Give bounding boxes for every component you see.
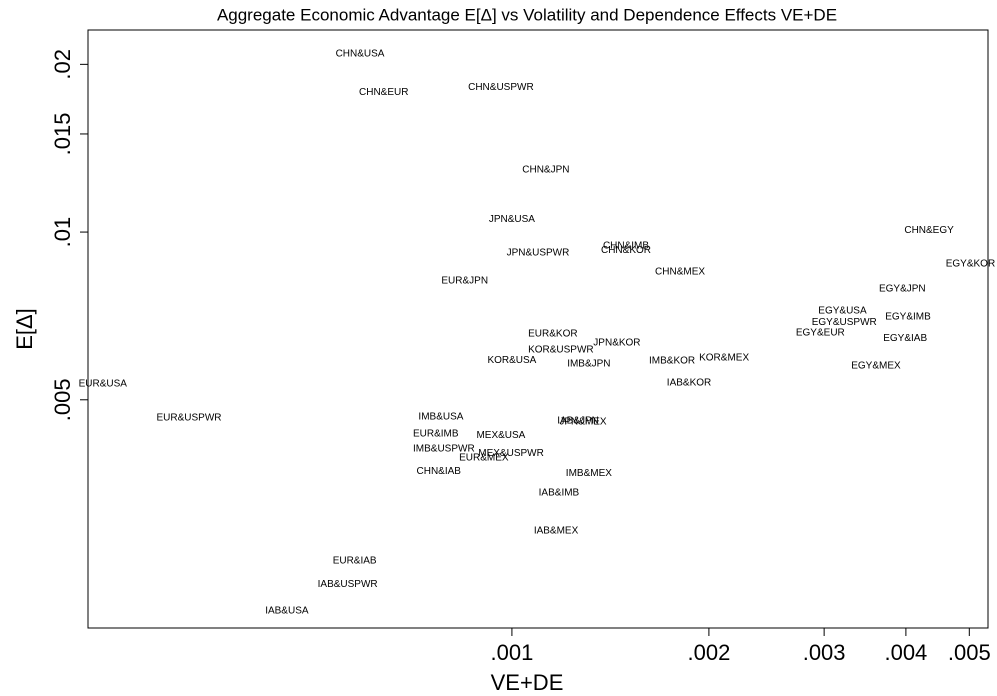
point-label: MEX&USA	[476, 430, 525, 441]
point-label: CHN&JPN	[522, 165, 569, 176]
point-label: EGY&USPWR	[812, 317, 877, 328]
x-tick-label: .002	[687, 640, 730, 665]
point-label: KOR&MEX	[699, 353, 749, 364]
point-label: IMB&USPWR	[413, 444, 475, 455]
y-tick-label: .015	[50, 113, 75, 156]
point-label: EUR&USPWR	[156, 413, 221, 424]
point-label: EUR&MEX	[459, 453, 509, 464]
point-label: IAB&JPN	[557, 416, 599, 427]
point-label: IAB&IMB	[539, 488, 580, 499]
point-label: IMB&USA	[418, 411, 463, 422]
point-label: IMB&JPN	[567, 359, 610, 370]
point-label: EUR&KOR	[528, 329, 577, 340]
point-label: IAB&USA	[265, 605, 309, 616]
point-label: EUR&USA	[79, 379, 128, 390]
point-label: IAB&MEX	[534, 525, 579, 536]
y-axis-label: E[Δ]	[12, 308, 37, 350]
x-tick-label: .004	[884, 640, 927, 665]
point-label: IMB&KOR	[649, 356, 695, 367]
point-label: CHN&EUR	[359, 87, 408, 98]
x-tick-label: .001	[491, 640, 534, 665]
point-label: CHN&EGY	[904, 225, 954, 236]
point-label: CHN&USPWR	[468, 82, 534, 93]
point-label: EGY&USA	[818, 306, 867, 317]
point-label: EGY&IAB	[883, 333, 927, 344]
point-label: CHN&IMB	[603, 241, 649, 252]
point-label: EGY&IMB	[885, 312, 931, 323]
point-label: JPN&USPWR	[507, 248, 570, 259]
point-label: EGY&JPN	[879, 284, 926, 295]
point-label: EGY&KOR	[946, 259, 995, 270]
y-tick-label: .02	[50, 49, 75, 80]
y-tick-label: .01	[50, 217, 75, 248]
point-label: EUR&JPN	[441, 276, 488, 287]
point-label: EUR&IMB	[413, 429, 459, 440]
point-label: EUR&IAB	[333, 555, 377, 566]
point-label: CHN&USA	[336, 49, 385, 60]
point-label: KOR&USA	[487, 355, 536, 366]
x-tick-label: .005	[948, 640, 991, 665]
point-label: IAB&USPWR	[318, 579, 378, 590]
point-label: EGY&EUR	[796, 328, 845, 339]
point-label: IMB&MEX	[566, 468, 612, 479]
chart-title: Aggregate Economic Advantage E[Δ] vs Vol…	[217, 5, 837, 24]
point-label: CHN&KOR	[601, 245, 651, 256]
x-axis-label: VE+DE	[491, 670, 564, 695]
point-label: JPN&MEX	[559, 417, 607, 428]
x-tick-label: .003	[803, 640, 846, 665]
point-label: JPN&USA	[489, 214, 535, 225]
point-label: KOR&USPWR	[528, 345, 594, 356]
point-label: CHN&IAB	[417, 466, 462, 477]
point-label: JPN&KOR	[593, 338, 640, 349]
point-label: EGY&MEX	[851, 361, 901, 372]
y-tick-label: .005	[50, 378, 75, 421]
plot-frame	[87, 29, 989, 629]
point-label: IAB&KOR	[667, 378, 711, 389]
point-label: CHN&MEX	[655, 267, 705, 278]
point-label: MEX&USPWR	[478, 448, 544, 459]
